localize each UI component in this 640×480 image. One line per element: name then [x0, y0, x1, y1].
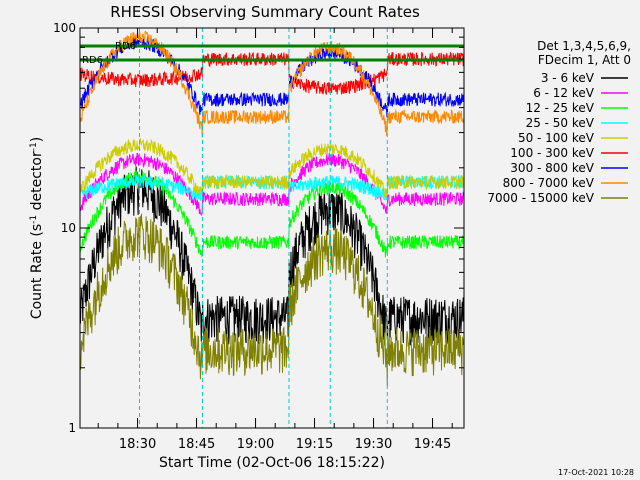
x-axis: 18:30 18:45 19:00 19:15 19:30 19:45	[97, 28, 453, 452]
legend-label: 50 - 100 keV	[518, 131, 595, 145]
y-tick-label: 1	[68, 421, 76, 435]
x-tick-label: 18:45	[178, 437, 215, 452]
y-tick-label: 10	[61, 221, 76, 235]
series-line-6	[79, 36, 465, 118]
legend-label: 100 - 300 keV	[510, 146, 594, 160]
legend-label: 25 - 50 keV	[526, 116, 595, 130]
y-axis: 1 10 100	[53, 21, 464, 435]
x-tick-label: 18:30	[119, 437, 156, 452]
legend-label: 6 - 12 keV	[533, 86, 595, 100]
legend-label: 12 - 25 keV	[526, 101, 595, 115]
x-tick-label: 19:00	[237, 437, 274, 452]
chart-title: RHESSI Observing Summary Count Rates	[110, 3, 420, 21]
y-axis-label-end: )	[29, 137, 45, 142]
series-line-7	[79, 29, 465, 138]
y-axis-label-mid: detector	[29, 151, 45, 215]
legend-header-line-2: FDecim 1, Att 0	[538, 53, 631, 67]
legend-header-line-1: Det 1,3,4,5,6,9,	[537, 39, 631, 53]
flag-label: RD6	[82, 55, 103, 66]
series-line-5	[79, 51, 465, 95]
y-tick-label: 100	[53, 21, 76, 35]
series-line-8	[79, 213, 465, 386]
series-line-1	[79, 152, 465, 217]
y-axis-label-sup2: -1	[29, 142, 39, 151]
y-axis-label-main: Count Rate (s	[29, 224, 45, 319]
series-line-0	[79, 166, 465, 347]
legend-label: 800 - 7000 keV	[503, 176, 595, 190]
legend-label: 7000 - 15000 keV	[487, 191, 594, 205]
legend: Det 1,3,4,5,6,9, FDecim 1, Att 0 3 - 6 k…	[487, 39, 631, 205]
x-axis-label: Start Time (02-Oct-06 18:15:22)	[159, 455, 385, 471]
y-axis-label: Count Rate (s-1 detector-1)	[29, 137, 45, 319]
legend-label: 3 - 6 keV	[541, 71, 595, 85]
y-axis-label-sup1: -1	[29, 215, 39, 224]
x-tick-label: 19:45	[414, 437, 451, 452]
x-tick-label: 19:30	[355, 437, 392, 452]
generated-timestamp: 17-Oct-2021 10:28	[558, 468, 634, 477]
series-line-4	[79, 137, 464, 199]
flag-label: RD6	[115, 41, 136, 52]
x-tick-label: 19:15	[296, 437, 333, 452]
legend-label: 300 - 800 keV	[510, 161, 594, 175]
